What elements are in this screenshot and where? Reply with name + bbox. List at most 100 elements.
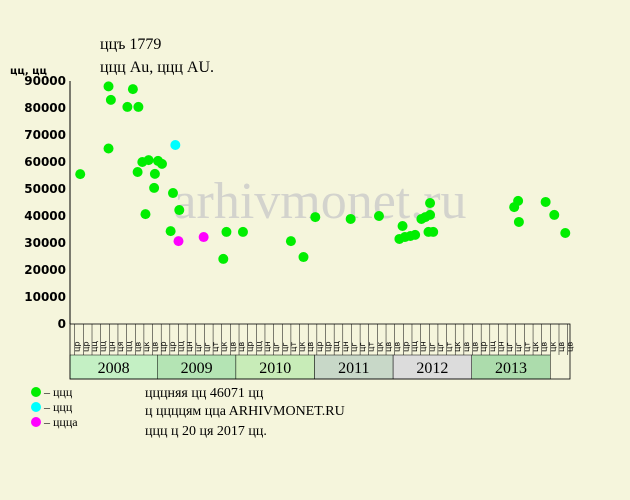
point: [173, 236, 184, 247]
note: цццняя цц 46071 цц: [145, 386, 264, 401]
month-label: цр: [324, 341, 333, 352]
point: [560, 228, 571, 239]
month-label: цц: [332, 341, 341, 352]
month-label: цг: [436, 342, 445, 352]
legend-marker: [31, 402, 41, 412]
month-label: цт: [211, 342, 220, 352]
month-label: цц: [410, 341, 419, 352]
month-label: цв: [462, 342, 471, 352]
month-label: цн: [419, 341, 428, 352]
month-label: цг: [202, 342, 211, 352]
month-label: цр: [401, 341, 410, 352]
point: [345, 213, 356, 224]
y-tick-label: 70000: [24, 128, 66, 142]
month-label: цг: [514, 342, 523, 352]
month-label: цр: [246, 341, 255, 352]
y-tick-label: 90000: [24, 74, 66, 88]
month-label: цц: [125, 341, 134, 352]
legend-label: – ццц: [43, 400, 73, 414]
month-label: цк: [142, 342, 151, 352]
x-tick-label: 2012: [416, 360, 448, 377]
y-axis-label: цц, цц: [10, 66, 47, 77]
month-label: цр: [81, 341, 90, 352]
point: [132, 166, 143, 177]
point: [165, 226, 176, 237]
month-label: цв: [237, 342, 246, 352]
x-tick-label: 2009: [181, 360, 213, 377]
month-label: цн: [107, 341, 116, 352]
point: [122, 101, 133, 112]
y-tick-label: 60000: [24, 155, 66, 169]
point: [143, 155, 154, 166]
month-label: цк: [531, 342, 540, 352]
point: [174, 205, 185, 216]
month-label: цр: [315, 341, 324, 352]
point: [127, 84, 138, 95]
month-label: цр: [168, 341, 177, 352]
month-label: цг: [358, 342, 367, 352]
month-label: цт: [445, 342, 454, 352]
year-cell: [314, 354, 394, 380]
point: [425, 209, 436, 220]
point: [285, 236, 296, 247]
note: ццц ц 20 ця 2017 цц.: [145, 424, 267, 439]
year-cell: [392, 354, 472, 380]
year-cell: [69, 354, 158, 380]
legend-marker: [31, 387, 41, 397]
month-label: цр: [159, 341, 168, 352]
month-label: цц: [254, 341, 263, 352]
point: [425, 198, 436, 209]
month-label: цв: [151, 342, 160, 352]
month-label: цц: [488, 341, 497, 352]
month-label: цв: [540, 342, 549, 352]
x-axis-frame: [69, 323, 571, 380]
y-tick-label: 10000: [24, 290, 66, 304]
point: [140, 209, 151, 220]
year-cell: [471, 354, 551, 380]
x-tick-label: 2010: [259, 360, 291, 377]
month-label: цг: [349, 342, 358, 352]
y-tick-label: 80000: [24, 101, 66, 115]
month-label: цк: [375, 342, 384, 352]
point: [410, 229, 421, 240]
month-label: ця: [116, 342, 125, 352]
legend-label: – ццц: [43, 385, 73, 399]
year-cell: [235, 354, 315, 380]
month-label: цв: [557, 342, 566, 352]
y-tick-label: 30000: [24, 236, 66, 250]
month-label: цц: [176, 341, 185, 352]
month-label: цт: [522, 342, 531, 352]
month-label: цн: [341, 341, 350, 352]
chart-subtitle: ццц Au, ццц AU.: [100, 59, 214, 76]
month-label: цв: [228, 342, 237, 352]
point: [310, 212, 321, 223]
month-label: цр: [479, 341, 488, 352]
legend-label: – цццa: [43, 415, 78, 429]
x-tick-label: 2013: [495, 360, 527, 377]
month-label: цв: [393, 342, 402, 352]
month-label: цц: [99, 341, 108, 352]
month-label: цг: [194, 342, 203, 352]
point: [540, 196, 551, 207]
point: [198, 232, 209, 243]
point: [156, 158, 167, 169]
y-tick-label: 20000: [24, 263, 66, 277]
month-label: цг: [505, 342, 514, 352]
point: [167, 188, 178, 199]
point: [298, 252, 309, 263]
y-tick-label: 40000: [24, 209, 66, 223]
month-label: цв: [471, 342, 480, 352]
month-label: цт: [289, 342, 298, 352]
y-tick-label: 0: [58, 317, 66, 331]
month-label: цр: [73, 341, 82, 352]
month-label: цц: [90, 341, 99, 352]
point: [428, 226, 439, 237]
point: [549, 209, 560, 220]
month-label: цк: [220, 342, 229, 352]
point: [237, 226, 248, 237]
point: [373, 211, 384, 221]
x-tick-label: 2008: [98, 360, 130, 377]
month-label: цв: [384, 342, 393, 352]
month-label: цн: [263, 341, 272, 352]
